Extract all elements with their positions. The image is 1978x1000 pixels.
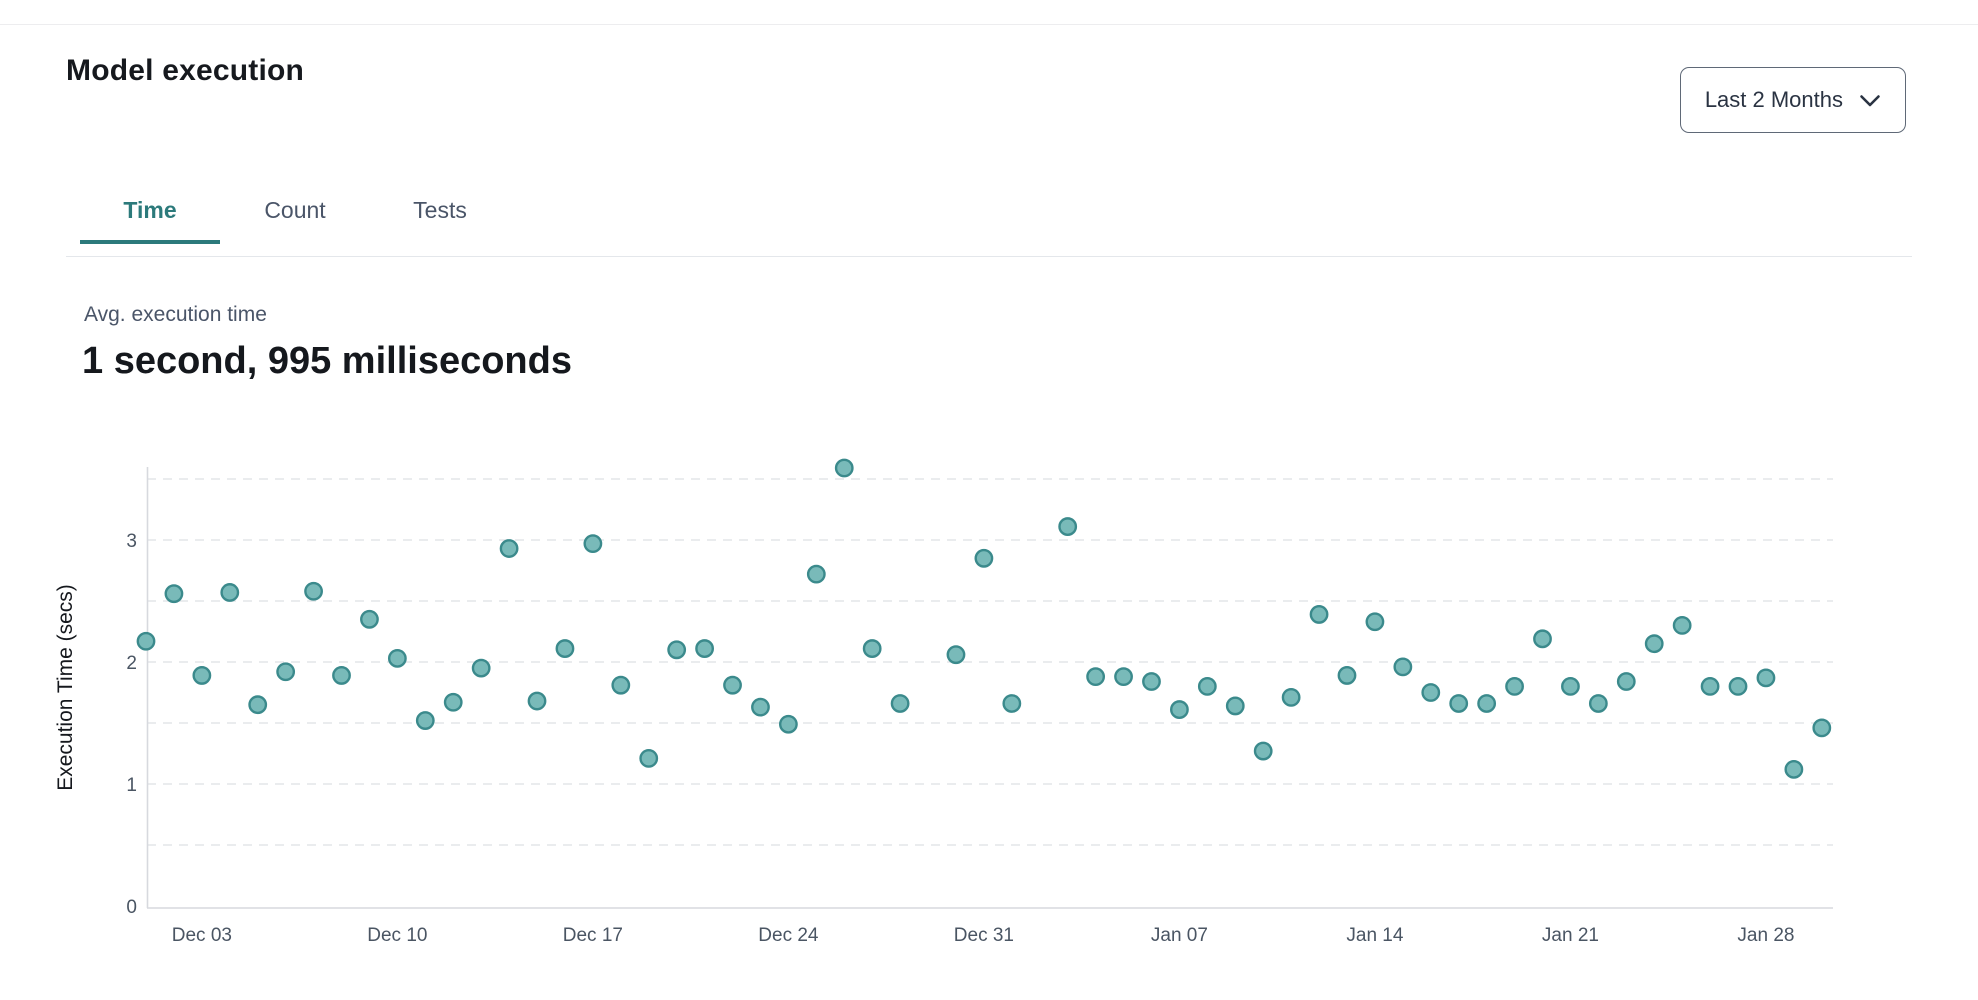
scatter-point[interactable]: [1225, 696, 1245, 716]
scatter-point[interactable]: [890, 694, 910, 713]
scatter-point[interactable]: [1170, 700, 1189, 719]
y-axis-title: Execution Time (secs): [54, 584, 77, 791]
x-tick-label: Jan 28: [1737, 925, 1794, 946]
date-range-label: Last 2 Months: [1704, 87, 1843, 112]
stat-value: 1 second, 995 milliseconds: [82, 340, 572, 382]
scatter-point[interactable]: [695, 639, 714, 658]
scatter-point[interactable]: [1449, 694, 1469, 713]
scatter-point[interactable]: [1393, 657, 1413, 677]
tab-count[interactable]: Count: [264, 197, 326, 223]
tab-bar: Time Count Tests: [80, 197, 515, 244]
scatter-point[interactable]: [1197, 676, 1217, 696]
page-title: Model execution: [66, 54, 305, 87]
scatter-point[interactable]: [974, 548, 994, 568]
scatter-point[interactable]: [862, 639, 882, 658]
scatter-point[interactable]: [360, 609, 379, 629]
scatter-point[interactable]: [751, 697, 770, 717]
scatter-point[interactable]: [499, 539, 519, 558]
scatter-point[interactable]: [611, 675, 631, 695]
chevron-down-icon: [1859, 88, 1881, 114]
scatter-point[interactable]: [1644, 634, 1664, 654]
scatter-point[interactable]: [220, 583, 240, 602]
execution-time-chart: 0 1 2 3 Dec 03 Dec 10 Dec 17 Dec 24 Dec 31 Jan 07…: [0, 370, 1978, 980]
tab-time[interactable]: Time: [80, 197, 220, 244]
stat-label: Avg. execution time: [84, 303, 267, 326]
x-tick-label: Dec 10: [367, 925, 427, 946]
x-tick-label: Dec 17: [563, 925, 623, 946]
scatter-point[interactable]: [471, 658, 491, 678]
scatter-point[interactable]: [1616, 672, 1636, 691]
top-divider: [0, 24, 1978, 25]
scatter-point[interactable]: [1421, 683, 1441, 702]
x-tick-label: Dec 24: [758, 925, 819, 946]
y-tick-label: 3: [126, 531, 137, 552]
date-range-dropdown[interactable]: Last 2 Months: [1679, 67, 1906, 133]
scatter-point[interactable]: [304, 581, 323, 601]
x-tick-label: Dec 31: [954, 925, 1014, 946]
scatter-point[interactable]: [1672, 615, 1692, 635]
scatter-plot: 0 1 2 3 Dec 03 Dec 10 Dec 17 Dec 24 Dec 31 Jan 07…: [54, 458, 1833, 946]
x-tick-label: Jan 21: [1542, 925, 1599, 946]
scatter-point[interactable]: [332, 666, 351, 685]
scatter-point[interactable]: [1756, 668, 1776, 688]
y-tick-label: 0: [126, 897, 137, 918]
scatter-point[interactable]: [1477, 694, 1497, 713]
scatter-point[interactable]: [1700, 676, 1720, 696]
scatter-point[interactable]: [136, 631, 156, 651]
scatter-point[interactable]: [806, 564, 826, 584]
tab-bar-divider: [66, 256, 1912, 257]
y-tick-label: 2: [126, 653, 137, 674]
y-tick-label: 1: [126, 775, 137, 796]
scatter-point[interactable]: [1561, 676, 1580, 696]
scatter-point[interactable]: [1533, 629, 1552, 649]
scatter-point[interactable]: [667, 640, 687, 660]
x-tick-label: Jan 07: [1151, 925, 1208, 946]
scatter-point[interactable]: [164, 584, 184, 604]
scatter-point[interactable]: [387, 648, 407, 668]
scatter-point[interactable]: [1728, 676, 1748, 696]
scatter-point[interactable]: [1058, 517, 1078, 536]
scatter-point[interactable]: [1505, 676, 1524, 696]
scatter-point[interactable]: [1114, 667, 1133, 687]
x-tick-label: Jan 14: [1346, 925, 1403, 946]
scatter-point[interactable]: [555, 639, 575, 658]
scatter-point[interactable]: [1588, 694, 1608, 713]
scatter-point[interactable]: [1142, 672, 1161, 691]
scatter-point[interactable]: [1281, 687, 1301, 707]
scatter-point[interactable]: [276, 662, 296, 682]
scatter-point[interactable]: [946, 645, 966, 665]
scatter-point[interactable]: [834, 458, 854, 478]
scatter-point[interactable]: [1253, 741, 1273, 761]
scatter-point[interactable]: [639, 748, 659, 768]
tab-tests[interactable]: Tests: [413, 197, 467, 223]
scatter-point[interactable]: [1337, 666, 1357, 685]
scatter-point[interactable]: [1086, 667, 1106, 687]
scatter-point[interactable]: [778, 714, 798, 734]
scatter-point[interactable]: [1784, 759, 1804, 779]
scatter-point[interactable]: [192, 666, 212, 685]
scatter-point[interactable]: [443, 692, 463, 712]
scatter-point[interactable]: [248, 695, 268, 715]
scatter-point[interactable]: [583, 534, 603, 554]
scatter-point[interactable]: [415, 711, 435, 730]
scatter-point[interactable]: [527, 691, 547, 711]
scatter-point[interactable]: [1309, 605, 1329, 624]
scatter-point[interactable]: [1365, 612, 1385, 632]
scatter-point[interactable]: [1812, 718, 1832, 738]
x-tick-label: Dec 03: [172, 925, 232, 946]
scatter-point[interactable]: [723, 675, 742, 695]
scatter-point[interactable]: [1002, 694, 1022, 713]
